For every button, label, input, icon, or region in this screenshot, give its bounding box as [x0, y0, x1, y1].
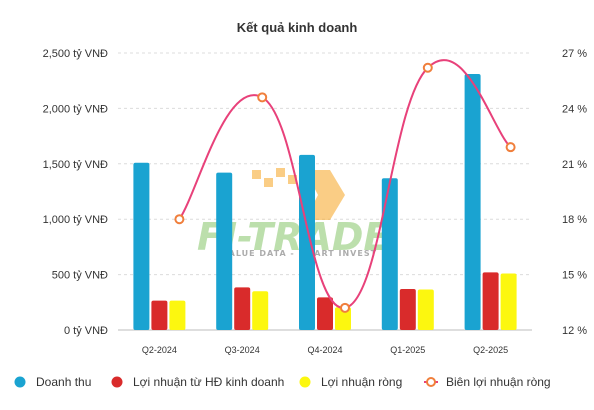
legend: Doanh thu Lợi nhuận từ HĐ kinh doanh Lợi n…: [14, 375, 551, 389]
bar-0-2: [299, 154, 315, 330]
y-left-tick-label: 0 tỷ VNĐ: [64, 325, 108, 337]
bar-1-1: [234, 287, 251, 330]
x-tick-label: Q4-2024: [307, 345, 342, 355]
margin-point-3: [422, 62, 433, 73]
legend-label-3: Biên lợi nhuận ròng: [446, 375, 551, 389]
bar-0-0: [133, 162, 150, 330]
margin-point-4: [505, 142, 516, 153]
chart-title: Kết quả kinh doanh: [237, 20, 358, 35]
bar-1-4: [482, 272, 499, 330]
bar-2-3: [417, 289, 434, 330]
y-axis-left: 0 tỷ VNĐ 500 tỷ VNĐ 1,000 tỷ VNĐ 1,500 tỷ V…: [43, 48, 108, 337]
bar-2-2: [335, 307, 351, 330]
margin-point-1: [257, 92, 268, 103]
y-right-tick-label: 24 %: [562, 103, 587, 115]
margin-point-2: [340, 302, 350, 313]
y-right-tick-label: 12 %: [562, 325, 587, 337]
bar-0-4: [464, 74, 481, 330]
legend-marker-2: [299, 376, 311, 388]
legend-marker-1: [111, 376, 123, 388]
bar-2-1: [252, 291, 269, 330]
margin-point-0: [174, 214, 185, 225]
y-left-tick-label: 1,000 tỷ VNĐ: [43, 214, 108, 226]
legend-label-0: Doanh thu: [36, 375, 91, 389]
x-tick-label: Q2-2024: [142, 345, 177, 355]
bar-1-3: [399, 289, 416, 330]
y-right-tick-label: 21 %: [562, 159, 587, 171]
y-right-tick-label: 15 %: [562, 270, 587, 282]
bars: [133, 74, 517, 330]
y-left-tick-label: 500 tỷ VNĐ: [52, 270, 108, 282]
legend-label-2: Lợi nhuận ròng: [321, 375, 402, 389]
y-left-tick-label: 1,500 tỷ VNĐ: [43, 159, 108, 171]
x-tick-label: Q1-2025: [390, 345, 425, 355]
y-right-tick-label: 27 %: [562, 48, 587, 60]
y-left-tick-label: 2,000 tỷ VNĐ: [43, 103, 108, 115]
bar-0-1: [216, 172, 233, 330]
legend-label-1: Lợi nhuận từ HĐ kinh doanh: [133, 375, 284, 389]
bar-0-3: [381, 178, 398, 330]
bar-1-2: [317, 297, 333, 330]
margin-line: [174, 59, 516, 313]
y-left-tick-label: 2,500 tỷ VNĐ: [43, 48, 108, 60]
bar-2-0: [169, 300, 186, 330]
x-tick-label: Q3-2024: [225, 345, 260, 355]
y-axis-right: 12 % 15 % 18 % 21 % 24 % 27 %: [562, 48, 587, 337]
legend-marker-0: [14, 376, 26, 388]
bar-2-4: [500, 273, 517, 330]
x-tick-label: Q2-2025: [473, 345, 508, 355]
y-right-tick-label: 18 %: [562, 214, 587, 226]
bar-1-0: [151, 300, 168, 330]
legend-dot-marker: [426, 377, 436, 387]
x-axis: Q2-2024 Q3-2024 Q4-2024 Q1-2025 Q2-2025: [142, 345, 508, 355]
